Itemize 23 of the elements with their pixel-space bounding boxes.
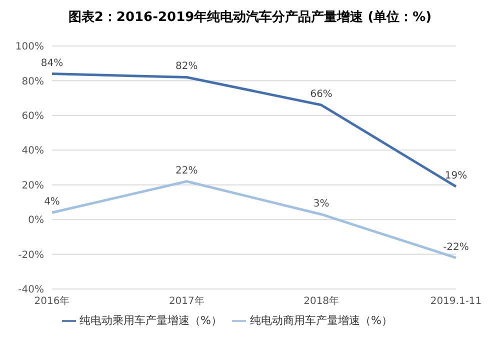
y-tick-label: 60%	[22, 110, 44, 122]
y-tick-label: 100%	[15, 42, 44, 53]
legend-label: 纯电动商用车产量增速（%）	[250, 314, 392, 327]
y-tick-label: 80%	[22, 76, 44, 88]
x-tick-label: 2016年	[34, 295, 70, 308]
data-label: 3%	[313, 198, 330, 210]
y-tick-label: 40%	[22, 146, 44, 157]
x-tick-label: 2019.1-11	[430, 296, 482, 308]
data-label: 22%	[176, 165, 198, 176]
y-tick-label: 0%	[28, 215, 44, 226]
y-tick-label: 20%	[22, 180, 44, 192]
data-label: 66%	[310, 89, 332, 100]
data-label: 82%	[176, 61, 198, 72]
data-label: 84%	[40, 58, 64, 69]
legend-label: 纯电动乘用车产量增速（%）	[80, 314, 222, 327]
data-label: -22%	[443, 242, 469, 253]
data-label: 19%	[444, 170, 468, 182]
chart-title: 图表2：2016-2019年纯电动汽车分产品产量增速 (单位：%)	[67, 8, 433, 26]
data-label: 4%	[44, 196, 60, 208]
x-tick-label: 2017年	[168, 295, 204, 308]
y-tick-label: -20%	[18, 250, 44, 261]
y-tick-label: -40%	[18, 284, 44, 296]
x-tick-label: 2018年	[304, 295, 340, 308]
